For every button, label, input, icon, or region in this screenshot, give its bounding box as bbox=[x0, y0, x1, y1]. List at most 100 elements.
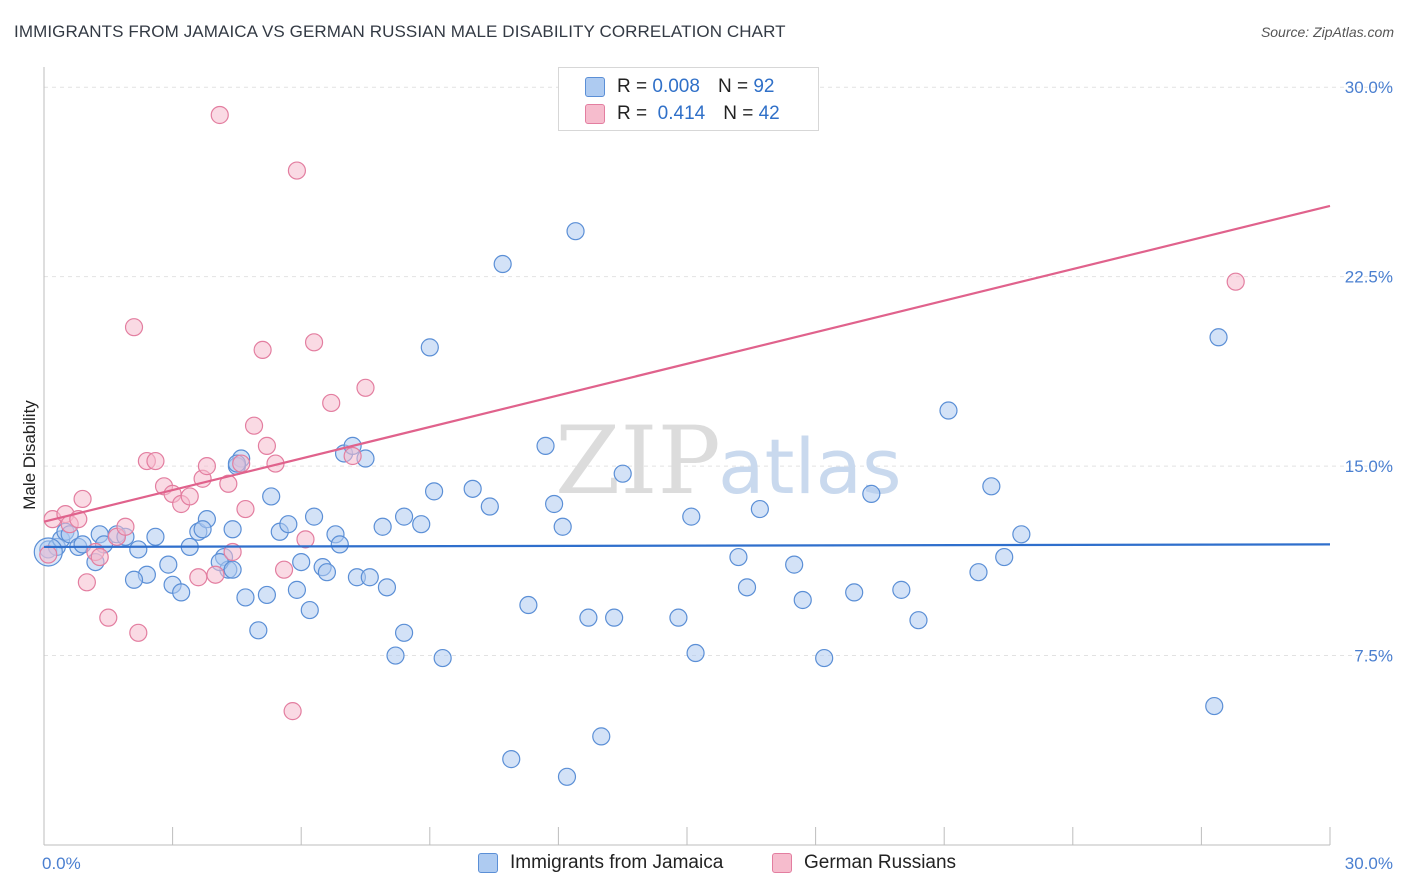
german-russian-point bbox=[236, 499, 255, 519]
jamaica-point bbox=[300, 600, 319, 620]
jamaica-point bbox=[463, 479, 482, 498]
jamaica-point bbox=[236, 588, 255, 607]
watermark: ZIP atlas bbox=[555, 407, 902, 516]
jamaica-point bbox=[262, 487, 281, 506]
legend-n-label-1: N = bbox=[717, 76, 749, 97]
legend-swatch-pink bbox=[585, 104, 605, 124]
legend-r-label-2: R = bbox=[617, 103, 648, 124]
german-russian-point bbox=[77, 573, 96, 592]
legend-n-value-1: 92 bbox=[753, 76, 775, 97]
jamaica-point bbox=[330, 535, 349, 554]
german-russian-point bbox=[90, 547, 109, 567]
german-russian-point bbox=[116, 517, 135, 536]
german-russian-point bbox=[253, 340, 272, 360]
german-russian-point bbox=[244, 416, 264, 435]
jamaica-point bbox=[536, 436, 555, 455]
jamaica-point bbox=[613, 464, 632, 483]
german-russian-point bbox=[197, 457, 216, 476]
german-russian-point bbox=[1226, 272, 1245, 291]
legend-r-label-1: R = bbox=[617, 76, 648, 97]
jamaica-point bbox=[360, 568, 379, 587]
german-russian-point bbox=[274, 560, 294, 579]
jamaica-point bbox=[279, 515, 298, 534]
jamaica-point bbox=[304, 507, 324, 526]
jamaica-point bbox=[317, 563, 337, 582]
jamaica-point bbox=[124, 570, 144, 589]
jamaica-point bbox=[292, 552, 311, 572]
jamaica-point bbox=[1205, 696, 1224, 716]
bottom-legend-label-jamaica: Immigrants from Jamaica bbox=[510, 852, 724, 873]
jamaica-point bbox=[146, 527, 165, 546]
jamaica-point bbox=[939, 401, 958, 420]
jamaica-point bbox=[420, 338, 439, 357]
bottom-legend-jamaica: Immigrants from Jamaica bbox=[478, 852, 723, 874]
y-tick-label: 30.0% bbox=[1345, 78, 1393, 97]
german-russian-point bbox=[180, 487, 199, 506]
legend-r-value-1: 0.008 bbox=[652, 76, 700, 97]
german-russian-point bbox=[287, 161, 307, 180]
german-russian-point bbox=[232, 454, 251, 473]
german-russian-point bbox=[124, 318, 144, 337]
legend-r-value-2: 0.414 bbox=[657, 103, 706, 124]
jamaica-point bbox=[750, 499, 769, 519]
jamaica-point bbox=[969, 563, 988, 582]
jamaica-point bbox=[159, 555, 178, 574]
jamaica-point bbox=[793, 590, 812, 610]
legend-row-jamaica: R = 0.008 N = 92 bbox=[585, 75, 774, 99]
jamaica-point bbox=[785, 555, 804, 574]
jamaica-point bbox=[592, 727, 611, 746]
bottom-legend-label-german-russians: German Russians bbox=[804, 852, 957, 873]
jamaica-point bbox=[129, 540, 148, 559]
german-russian-point bbox=[210, 105, 229, 125]
german-russian-point bbox=[146, 451, 165, 471]
bottom-legend-swatch-pink bbox=[772, 853, 792, 873]
german-russian-point bbox=[356, 378, 375, 397]
jamaica-point bbox=[394, 623, 414, 642]
axes bbox=[43, 67, 1331, 846]
trend-line-jamaica bbox=[43, 543, 1331, 549]
jamaica-point bbox=[729, 547, 748, 567]
y-tick-label: 7.5% bbox=[1354, 647, 1393, 666]
german-russian-point bbox=[99, 608, 118, 627]
source-label: Source: ZipAtlas.com bbox=[1260, 24, 1394, 40]
jamaica-point bbox=[223, 560, 242, 579]
jamaica-point bbox=[433, 648, 452, 668]
series-immigrants-from-jamaica bbox=[33, 222, 1228, 786]
german-russian-point bbox=[296, 530, 315, 549]
tick-labels: 7.5% 15.0% 22.5% 30.0% 0.0% 30.0% bbox=[42, 78, 1393, 873]
jamaica-point bbox=[737, 578, 757, 597]
jamaica-point bbox=[519, 595, 538, 615]
jamaica-point bbox=[249, 621, 268, 640]
german-russian-point bbox=[343, 446, 362, 466]
jamaica-point bbox=[412, 515, 431, 534]
jamaica-point bbox=[545, 494, 564, 514]
jamaica-point bbox=[386, 646, 405, 665]
german-russian-point bbox=[189, 568, 208, 587]
jamaica-point bbox=[257, 585, 277, 605]
x-tick-label: 0.0% bbox=[42, 854, 81, 873]
jamaica-point bbox=[982, 477, 1001, 496]
trend-line-german-russians bbox=[43, 204, 1331, 523]
jamaica-point bbox=[815, 648, 834, 668]
german-russian-point bbox=[283, 702, 302, 721]
bottom-legend-german-russians: German Russians bbox=[772, 852, 956, 874]
bottom-legend-swatch-blue bbox=[478, 853, 498, 873]
jamaica-point bbox=[493, 254, 512, 274]
chart-title: IMMIGRANTS FROM JAMAICA VS GERMAN RUSSIA… bbox=[14, 22, 786, 41]
jamaica-point bbox=[686, 643, 705, 663]
jamaica-point bbox=[669, 608, 688, 627]
jamaica-point bbox=[579, 608, 598, 627]
german-russian-point bbox=[223, 542, 242, 562]
german-russian-point bbox=[322, 393, 341, 413]
german-russian-point bbox=[304, 333, 324, 352]
jamaica-point bbox=[1209, 328, 1228, 347]
jamaica-point bbox=[287, 580, 307, 599]
jamaica-point bbox=[682, 507, 701, 526]
german-russian-point bbox=[206, 565, 225, 584]
jamaica-point bbox=[223, 520, 242, 539]
jamaica-point bbox=[373, 517, 392, 536]
gridlines bbox=[44, 86, 1395, 657]
y-tick-label: 15.0% bbox=[1345, 457, 1393, 476]
watermark-zip: ZIP bbox=[555, 407, 721, 516]
german-russian-point bbox=[39, 545, 58, 564]
